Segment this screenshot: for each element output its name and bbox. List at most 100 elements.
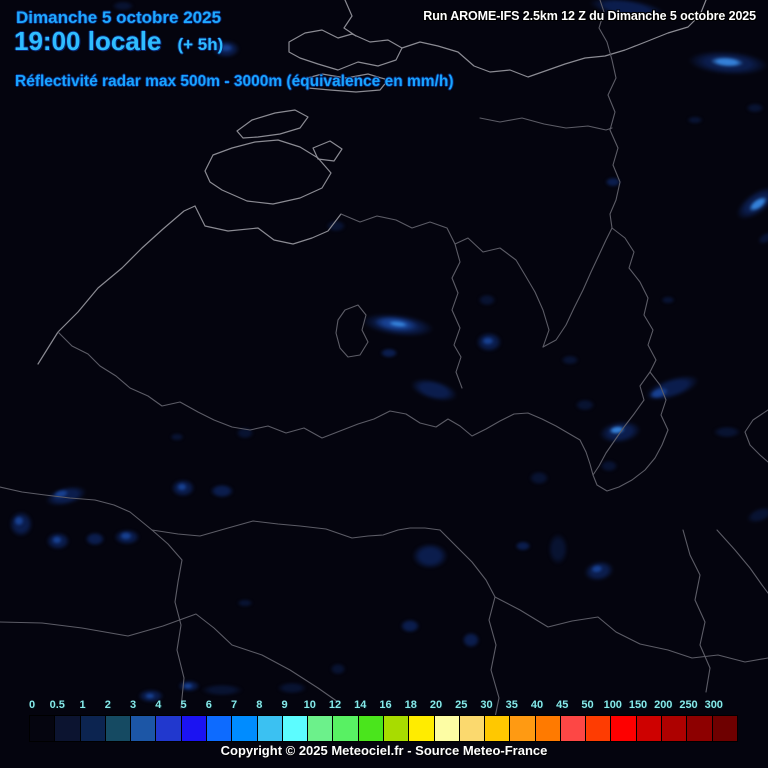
fr-dept-border-3 xyxy=(0,613,339,703)
legend-cell xyxy=(333,716,358,741)
radar-echo xyxy=(237,599,253,607)
legend-cell xyxy=(206,716,232,741)
legend-label: 3 xyxy=(129,699,137,711)
legend-label: 35 xyxy=(505,699,518,711)
zeeland-island-north xyxy=(236,109,309,139)
legend-labels: 0 0.5 1 2 3 4 5 6 7 8 9 10 12 14 16 18 20 25 30 35 40 45 50 100… xyxy=(29,699,738,713)
radar-echo xyxy=(326,220,346,232)
legend-cell xyxy=(55,716,80,741)
de-border-east xyxy=(744,409,768,463)
legend-label: 25 xyxy=(455,699,468,711)
legend-label: 8 xyxy=(256,699,263,711)
de-border-southeast xyxy=(716,529,768,594)
radar-echo xyxy=(687,116,703,124)
legend-cell xyxy=(232,716,257,741)
radar-echo xyxy=(177,483,187,491)
be-nl-border xyxy=(340,213,550,348)
radar-echo xyxy=(600,460,618,472)
legend-label: 14 xyxy=(354,699,367,711)
radar-echo xyxy=(14,516,24,526)
parameter-title: Réflectivité radar max 500m - 3000m (équ… xyxy=(15,73,454,90)
radar-echo xyxy=(548,533,568,565)
legend-label: 5 xyxy=(180,699,187,711)
legend-label: 20 xyxy=(429,699,443,711)
luxembourg-west-border xyxy=(592,371,651,476)
legend-label: 50 xyxy=(581,699,594,711)
luxembourg-east-border xyxy=(592,371,669,492)
legend-label: 1 xyxy=(79,699,86,711)
radar-echo xyxy=(112,1,134,11)
scheldt-south-shore xyxy=(194,205,342,245)
legend-label: 0 xyxy=(28,699,36,711)
radar-echo xyxy=(561,355,579,365)
radar-echo xyxy=(713,426,741,438)
zeeland-islet xyxy=(312,140,343,162)
legend-label: 9 xyxy=(281,699,288,711)
radar-echo xyxy=(462,632,480,648)
radar-echo xyxy=(201,684,243,696)
legend-label: 100 xyxy=(603,699,622,711)
legend-cell xyxy=(308,716,333,741)
belgian-coastline xyxy=(37,205,196,365)
legend-cell xyxy=(662,716,687,741)
legend-label: 10 xyxy=(303,699,316,711)
fr-de-border xyxy=(682,529,711,693)
radar-echo xyxy=(746,103,764,113)
radar-echo xyxy=(575,399,595,411)
legend-label: 300 xyxy=(704,699,723,711)
fr-be-border xyxy=(57,331,594,476)
holland-islet-row xyxy=(299,73,389,93)
legend-label: 4 xyxy=(155,699,162,711)
local-time-label: 19:00 locale xyxy=(14,26,162,56)
legend-cell xyxy=(80,716,105,741)
radar-echo xyxy=(170,433,184,441)
legend-cell xyxy=(611,716,636,741)
legend-cell xyxy=(560,716,586,741)
radar-echo xyxy=(183,683,193,689)
legend-label: 200 xyxy=(654,699,673,711)
model-run-label: Run AROME-IFS 2.5km 12 Z du Dimanche 5 o… xyxy=(423,9,756,23)
fr-dept-border-6 xyxy=(494,596,768,663)
radar-echo xyxy=(605,177,621,187)
legend-label: 150 xyxy=(628,699,648,711)
legend-label: 12 xyxy=(328,699,342,711)
nl-province-border xyxy=(479,117,613,131)
radar-echo xyxy=(515,541,531,551)
be-province-loop xyxy=(335,304,369,358)
legend-cell xyxy=(30,716,55,741)
radar-echo xyxy=(145,693,155,699)
time-row: 19:00 locale (+ 5h) xyxy=(14,26,223,57)
legend-cell xyxy=(383,716,409,741)
legend-cells xyxy=(29,715,738,742)
radar-echo xyxy=(277,682,307,694)
legend-label: 40 xyxy=(530,699,544,711)
date-label: Dimanche 5 octobre 2025 xyxy=(16,8,222,27)
legend-cell xyxy=(535,716,560,741)
legend-cell xyxy=(282,716,308,741)
radar-echo xyxy=(478,294,496,306)
legend-label: 45 xyxy=(556,699,569,711)
fr-dept-border-5 xyxy=(439,529,496,598)
legend-cell xyxy=(181,716,206,741)
reflectivity-scale: 0 0.5 1 2 3 4 5 6 7 8 9 10 12 14 16 18 20 25 30 35 40 45 50 100… xyxy=(29,699,738,742)
radar-echo xyxy=(330,663,346,675)
legend-cell xyxy=(131,716,156,741)
legend-cell xyxy=(358,716,383,741)
dutch-coast xyxy=(343,0,707,78)
legend-cell xyxy=(409,716,434,741)
nl-de-border xyxy=(598,0,621,229)
legend-label: 6 xyxy=(205,699,212,711)
nl-limburg-border xyxy=(542,227,613,348)
legend-label: 18 xyxy=(404,699,417,711)
legend-cell xyxy=(459,716,485,741)
legend-cell xyxy=(586,716,611,741)
legend-cell xyxy=(687,716,712,741)
radar-echo xyxy=(120,532,132,540)
copyright-label: Copyright © 2025 Meteociel.fr - Source M… xyxy=(220,743,548,758)
radar-echo xyxy=(661,296,675,304)
radar-echo xyxy=(400,619,420,633)
legend-cell xyxy=(485,716,510,741)
legend-label: 7 xyxy=(230,699,238,711)
radar-echo xyxy=(529,471,549,485)
radar-echo xyxy=(412,543,448,569)
